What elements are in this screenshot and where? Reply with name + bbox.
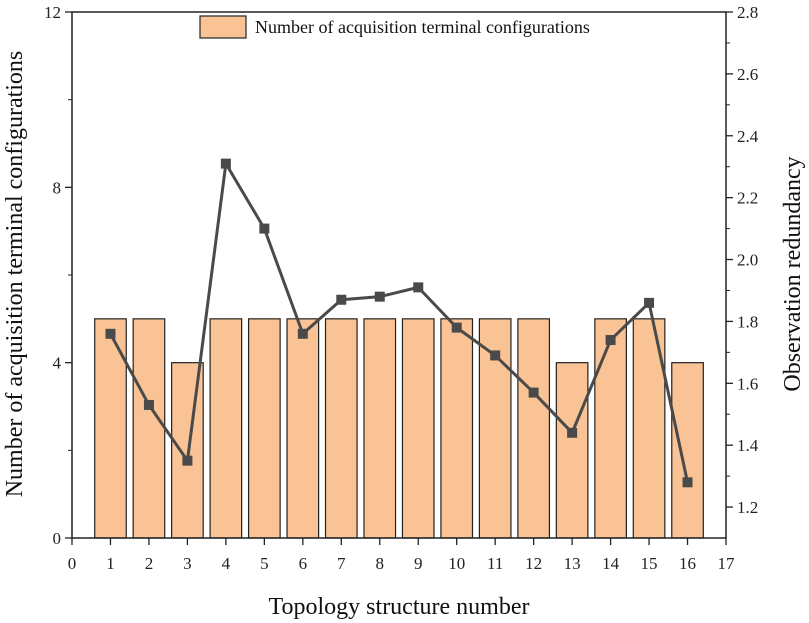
redundancy-point-3 — [182, 455, 193, 466]
x-tick-label-16: 16 — [679, 554, 696, 573]
x-tick-label-2: 2 — [145, 554, 154, 573]
line-series — [105, 158, 693, 488]
axes — [71, 11, 727, 539]
x-tick-label-13: 13 — [564, 554, 581, 573]
legend: Number of acquisition terminal configura… — [199, 15, 590, 39]
redundancy-point-8 — [374, 291, 385, 302]
redundancy-point-10 — [451, 322, 462, 333]
bar-8 — [363, 318, 397, 539]
x-tick-label-10: 10 — [448, 554, 465, 573]
redundancy-line — [109, 162, 689, 483]
x-tick-label-8: 8 — [376, 554, 385, 573]
bar-2 — [132, 318, 166, 539]
x-tick-label-3: 3 — [183, 554, 192, 573]
redundancy-point-15 — [644, 297, 655, 308]
redundancy-point-14 — [605, 334, 616, 345]
legend-label: Number of acquisition terminal configura… — [255, 17, 590, 37]
right-tick-label-1.4: 1.4 — [737, 436, 759, 455]
bar-9 — [401, 318, 435, 539]
bar-series — [94, 318, 704, 539]
redundancy-point-6 — [297, 328, 308, 339]
redundancy-point-11 — [490, 350, 501, 361]
bar-16 — [671, 362, 704, 539]
redundancy-point-2 — [143, 399, 154, 410]
right-tick-label-2.6: 2.6 — [737, 65, 758, 84]
right-tick-label-2.0: 2.0 — [737, 251, 758, 270]
right-tick-label-1.8: 1.8 — [737, 312, 758, 331]
bar-12 — [517, 318, 551, 539]
x-tick-label-12: 12 — [525, 554, 542, 573]
redundancy-point-13 — [567, 427, 578, 438]
left-tick-label-8: 8 — [53, 178, 62, 197]
bar-7 — [324, 318, 358, 539]
right-tick-label-2.8: 2.8 — [737, 3, 758, 22]
x-tick-label-11: 11 — [487, 554, 503, 573]
bar-14 — [594, 318, 627, 539]
left-tick-label-12: 12 — [44, 3, 61, 22]
left-tick-label-0: 0 — [53, 529, 62, 548]
x-tick-label-15: 15 — [641, 554, 658, 573]
redundancy-point-9 — [413, 282, 424, 293]
plot-frame — [71, 11, 727, 539]
x-tick-label-1: 1 — [106, 554, 115, 573]
left-axis-title: Number of acquisition terminal configura… — [2, 51, 28, 498]
right-tick-label-1.2: 1.2 — [737, 498, 758, 517]
bar-10 — [440, 318, 474, 539]
bar-5 — [247, 318, 281, 539]
bar-6 — [286, 318, 320, 539]
left-tick-label-4: 4 — [53, 354, 62, 373]
right-tick-label-2.2: 2.2 — [737, 189, 758, 208]
x-tick-label-6: 6 — [299, 554, 308, 573]
x-tick-label-17: 17 — [718, 554, 736, 573]
legend-swatch — [199, 15, 247, 39]
x-axis-title: Topology structure number — [269, 594, 530, 620]
right-tick-label-1.6: 1.6 — [737, 374, 758, 393]
ticks: 0 1 2 3 4 5 6 7 8 9 10 11 12 13 14 15 16 17048121.21.41.6… — [44, 3, 759, 573]
x-tick-label-9: 9 — [414, 554, 423, 573]
bar-13 — [555, 362, 589, 539]
right-tick-label-2.4: 2.4 — [737, 127, 759, 146]
x-tick-label-4: 4 — [222, 554, 231, 573]
redundancy-point-1 — [105, 328, 116, 339]
redundancy-point-16 — [682, 477, 693, 488]
redundancy-point-12 — [528, 387, 539, 398]
x-tick-label-14: 14 — [602, 554, 620, 573]
redundancy-point-7 — [336, 294, 347, 305]
bar-4 — [209, 318, 243, 539]
x-tick-label-5: 5 — [260, 554, 269, 573]
x-tick-label-7: 7 — [337, 554, 346, 573]
right-axis-title: Observation redundancy — [780, 156, 806, 391]
redundancy-point-5 — [259, 223, 270, 234]
x-tick-label-0: 0 — [68, 554, 77, 573]
redundancy-point-4 — [220, 158, 231, 169]
